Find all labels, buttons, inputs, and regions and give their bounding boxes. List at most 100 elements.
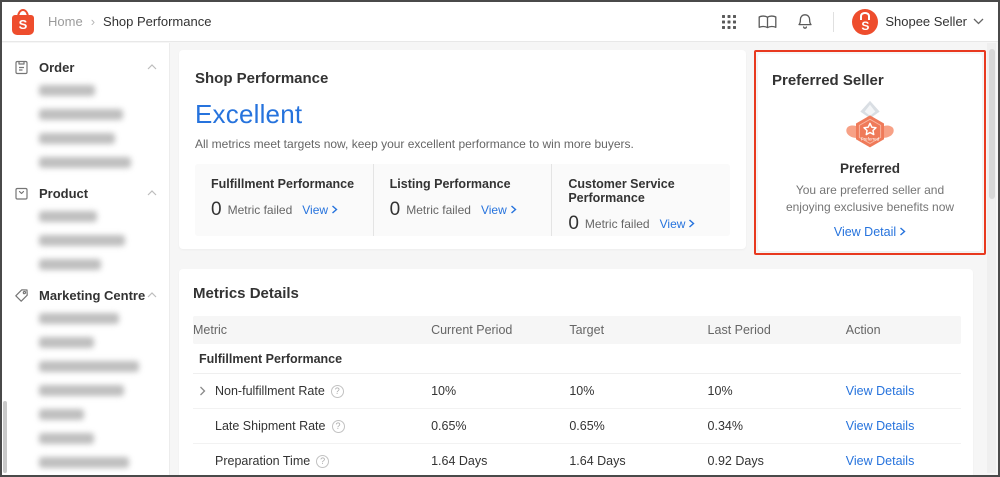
metric-failed-unit: Metric failed bbox=[584, 216, 650, 231]
shop-performance-card: Shop Performance Excellent All metrics m… bbox=[179, 50, 746, 249]
sidebar-item-redacted[interactable] bbox=[39, 433, 94, 444]
expand-chevron-icon[interactable] bbox=[199, 386, 215, 396]
last-period-value: 0.92 Days bbox=[707, 454, 764, 468]
last-period-value: 0.34% bbox=[707, 419, 743, 433]
sidebar-section-product: Product bbox=[2, 181, 169, 270]
summary-label: Fulfillment Performance bbox=[211, 177, 355, 191]
sidebar-section-label: Product bbox=[39, 185, 89, 201]
sidebar-items-marketing bbox=[2, 307, 169, 468]
view-details-link[interactable]: View Details bbox=[845, 384, 915, 398]
view-detail-link[interactable]: View Detail bbox=[834, 225, 906, 239]
performance-summary-panel: Fulfillment Performance 0 Metric failed … bbox=[195, 164, 730, 236]
current-period-value: 1.64 Days bbox=[431, 454, 488, 468]
chevron-right-icon bbox=[900, 227, 906, 236]
main-content: Shop Performance Excellent All metrics m… bbox=[171, 43, 986, 475]
marketing-tag-icon bbox=[14, 287, 30, 303]
red-highlight-annotation: Preferred Seller Preferred Prefe bbox=[754, 50, 986, 255]
sidebar-item-redacted[interactable] bbox=[39, 157, 131, 168]
user-avatar: S bbox=[852, 8, 879, 35]
education-book-icon[interactable] bbox=[757, 12, 777, 32]
metrics-table: Metric Current Period Target Last Period… bbox=[193, 316, 961, 475]
order-icon bbox=[14, 59, 30, 75]
summary-customer-service: Customer Service Performance 0 Metric fa… bbox=[551, 164, 730, 236]
help-icon[interactable]: ? bbox=[316, 454, 330, 468]
column-header-last-period: Last Period bbox=[707, 323, 771, 337]
last-period-value: 10% bbox=[707, 384, 733, 398]
column-header-target: Target bbox=[569, 323, 605, 337]
sidebar-item-redacted[interactable] bbox=[39, 235, 125, 246]
notification-bell-icon[interactable] bbox=[795, 12, 815, 32]
view-link[interactable]: View bbox=[660, 217, 696, 231]
metric-name: Preparation Time bbox=[215, 454, 311, 468]
sidebar-item-redacted[interactable] bbox=[39, 211, 97, 222]
sidebar-item-redacted[interactable] bbox=[39, 313, 119, 324]
apps-grid-icon[interactable] bbox=[719, 12, 739, 32]
metric-name: Late Shipment Rate bbox=[215, 419, 326, 433]
sidebar-scrollbar-thumb[interactable] bbox=[3, 401, 7, 473]
performance-subtitle: All metrics meet targets now, keep your … bbox=[195, 137, 634, 151]
column-header-current-period: Current Period bbox=[431, 323, 513, 337]
topbar-divider bbox=[833, 11, 835, 32]
metric-failed-unit: Metric failed bbox=[406, 202, 471, 217]
sidebar-section-marketing: Marketing Centre bbox=[2, 283, 169, 468]
breadcrumb-current: Shop Performance bbox=[103, 14, 212, 29]
chevron-right-icon bbox=[510, 205, 517, 214]
sidebar: Order Product bbox=[2, 43, 170, 475]
view-link[interactable]: View bbox=[481, 203, 517, 217]
breadcrumb-home-link[interactable]: Home bbox=[48, 14, 83, 29]
sidebar-section-order: Order bbox=[2, 55, 169, 168]
sidebar-item-redacted[interactable] bbox=[39, 259, 101, 270]
metric-failed-count: 0 bbox=[211, 199, 222, 220]
sidebar-item-redacted[interactable] bbox=[39, 457, 129, 468]
view-details-link[interactable]: View Details bbox=[845, 419, 915, 433]
sidebar-section-product-header[interactable]: Product bbox=[2, 181, 169, 205]
shopee-logo[interactable]: S bbox=[12, 8, 34, 35]
chevron-right-icon bbox=[689, 219, 695, 228]
avatar-initial: S bbox=[861, 18, 870, 33]
group-label: Fulfillment Performance bbox=[199, 351, 343, 366]
summary-fulfillment: Fulfillment Performance 0 Metric failed … bbox=[195, 164, 373, 236]
preferred-seller-badge-icon: Preferred bbox=[846, 100, 894, 148]
sidebar-item-redacted[interactable] bbox=[39, 337, 94, 348]
page-scrollbar-thumb[interactable] bbox=[988, 49, 995, 199]
chevron-right-icon: › bbox=[90, 13, 96, 29]
target-value: 10% bbox=[569, 384, 595, 398]
metric-name: Non-fulfillment Rate bbox=[215, 384, 325, 398]
sidebar-section-label: Marketing Centre bbox=[39, 287, 146, 303]
topbar: S Home › Shop Performance bbox=[2, 2, 998, 42]
chevron-up-icon bbox=[147, 292, 157, 298]
sidebar-item-redacted[interactable] bbox=[39, 133, 115, 144]
svg-text:Preferred: Preferred bbox=[861, 136, 880, 141]
help-icon[interactable]: ? bbox=[330, 384, 344, 398]
sidebar-item-redacted[interactable] bbox=[39, 109, 123, 120]
preferred-status-label: Preferred bbox=[839, 161, 901, 176]
metrics-details-card: Metrics Details Metric Current Period Ta… bbox=[179, 269, 973, 475]
column-header-metric: Metric bbox=[193, 323, 228, 337]
metric-failed-unit: Metric failed bbox=[227, 202, 293, 217]
preferred-seller-title: Preferred Seller bbox=[772, 72, 884, 89]
table-row: Preparation Time ? 1.64 Days 1.64 Days 0… bbox=[193, 444, 961, 475]
shopee-logo-bag: S bbox=[12, 14, 34, 35]
sidebar-items-product bbox=[2, 205, 169, 270]
column-header-action: Action bbox=[845, 323, 881, 337]
view-link[interactable]: View bbox=[302, 203, 338, 217]
help-icon[interactable]: ? bbox=[331, 419, 345, 433]
preferred-seller-card: Preferred Seller Preferred Prefe bbox=[758, 54, 982, 251]
sidebar-section-order-header[interactable]: Order bbox=[2, 55, 169, 79]
sidebar-item-redacted[interactable] bbox=[39, 361, 139, 372]
metrics-details-title: Metrics Details bbox=[193, 285, 299, 302]
user-name: Shopee Seller bbox=[885, 14, 967, 29]
chevron-right-icon bbox=[332, 205, 338, 214]
table-row: Non-fulfillment Rate ? 10% 10% 10% View … bbox=[193, 374, 961, 409]
sidebar-item-redacted[interactable] bbox=[39, 385, 124, 396]
page-scrollbar[interactable] bbox=[987, 43, 996, 473]
sidebar-item-redacted[interactable] bbox=[39, 409, 84, 420]
target-value: 1.64 Days bbox=[569, 454, 626, 468]
metric-failed-count: 0 bbox=[389, 199, 401, 220]
table-header-row: Metric Current Period Target Last Period… bbox=[193, 316, 961, 344]
view-details-link[interactable]: View Details bbox=[845, 454, 915, 468]
sidebar-section-marketing-header[interactable]: Marketing Centre bbox=[2, 283, 169, 307]
user-menu[interactable]: S Shopee Seller bbox=[852, 8, 984, 35]
sidebar-item-redacted[interactable] bbox=[39, 85, 95, 96]
summary-label: Listing Performance bbox=[389, 177, 511, 191]
